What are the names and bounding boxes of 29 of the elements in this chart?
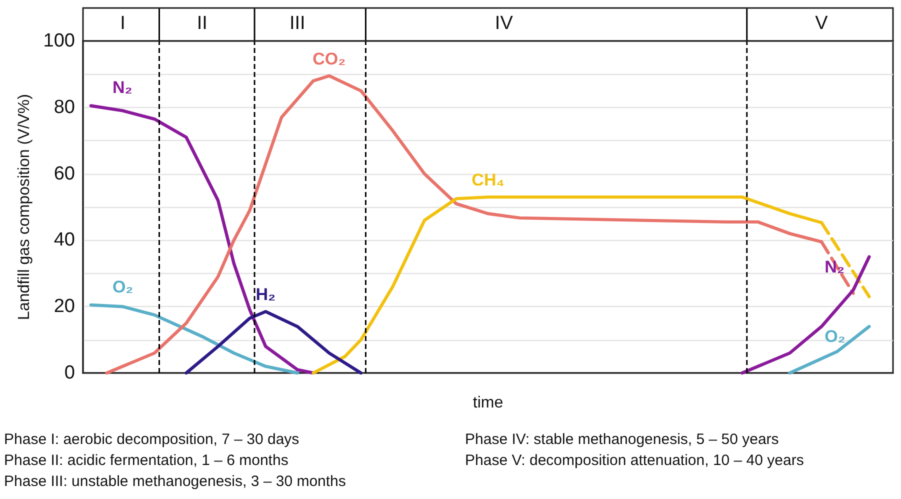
x-tick-label: III bbox=[289, 13, 306, 34]
series-label: O₂ bbox=[824, 327, 846, 346]
text: Phase III: unstable methanogenesis, 3 – 30 months bbox=[4, 473, 346, 490]
x-tick-label: I bbox=[120, 13, 126, 34]
y-tick-label: 60 bbox=[54, 163, 75, 184]
text: Phase I: aerobic decomposition, 7 – 30 days bbox=[4, 431, 300, 448]
series-label: N₂ bbox=[824, 257, 845, 276]
y-tick-label: 100 bbox=[43, 30, 75, 52]
y-tick-label: 20 bbox=[54, 296, 75, 318]
text: Phase V: decomposition attenuation, 10 – 40 years bbox=[465, 452, 804, 469]
y-tick-label: 0 bbox=[64, 362, 75, 384]
series-label: CO₂ bbox=[312, 49, 346, 68]
line-series bbox=[740, 255, 871, 375]
text: Phase II: acidic fermentation, 1 – 6 months bbox=[4, 452, 288, 469]
series-label: N₂ bbox=[112, 78, 132, 98]
x-axis-title: time bbox=[472, 394, 504, 412]
series-label: O₂ bbox=[112, 277, 134, 296]
y-tick-label: 40 bbox=[54, 230, 75, 251]
x-tick-label: IV bbox=[494, 13, 514, 34]
x-tick-label: II bbox=[196, 13, 208, 34]
y-axis-title: Landfill gas composition (V/V%) bbox=[16, 94, 33, 320]
y-tick-label: 80 bbox=[54, 96, 75, 118]
line-series bbox=[89, 303, 300, 375]
x-tick-label: V bbox=[815, 13, 828, 34]
text: Phase IV: stable methanogenesis, 5 – 50 years bbox=[465, 431, 779, 448]
series-label: CH₄ bbox=[472, 170, 504, 190]
line-series bbox=[89, 104, 315, 375]
line-series bbox=[184, 310, 363, 375]
series-label: H₂ bbox=[256, 285, 276, 304]
